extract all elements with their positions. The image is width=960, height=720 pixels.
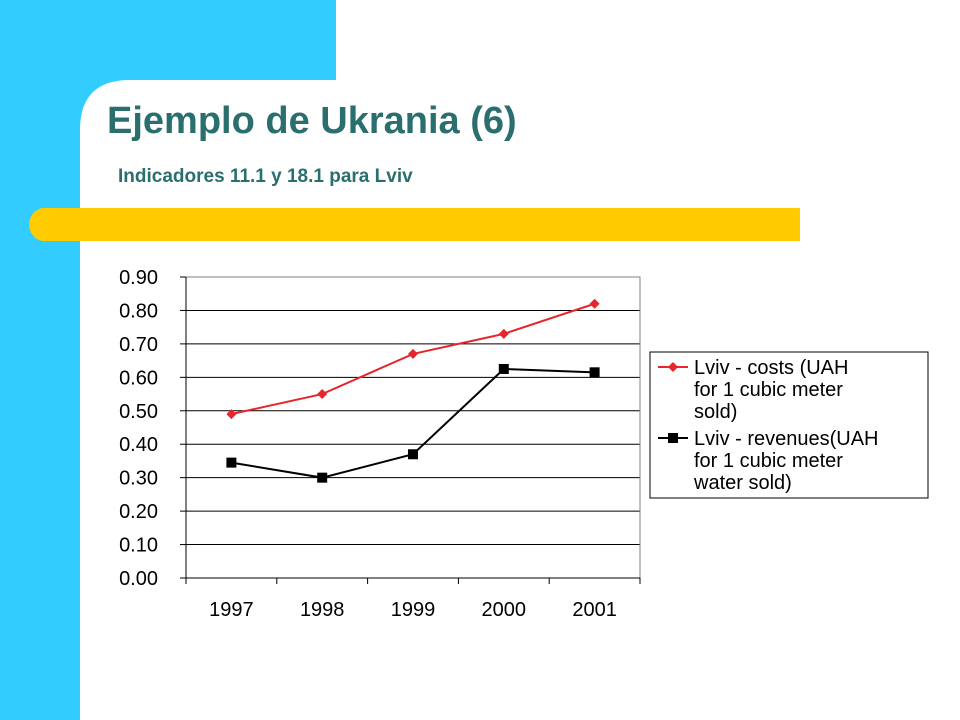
legend-label: water sold) [693,472,792,494]
left-bar [0,0,80,720]
y-tick-label: 0.80 [119,300,158,322]
legend-box [649,351,929,499]
x-tick-label: 1998 [300,599,345,621]
series-2 [226,363,600,483]
slide-subtitle: Indicadores 11.1 y 18.1 para Lviv [118,166,413,187]
series-1 [226,298,600,420]
series-layer [226,298,600,483]
banner-curve [80,0,336,130]
x-tick-label: 2001 [572,599,617,621]
legend-label: sold) [694,401,737,423]
data-point [589,298,600,309]
data-point [408,449,418,460]
data-point [589,367,600,378]
banner-cutout [80,80,336,130]
legend-marker [668,362,678,372]
x-tick-label: 1997 [209,599,254,621]
y-tick-label: 0.40 [119,434,158,456]
axis-layer: 0.00 0.10 0.20 0.30 0.40 0.50 0.60 0.70 0.80 0.90… [119,267,641,621]
y-tick-label: 0.30 [119,468,158,490]
series-line [231,367,595,479]
accent-bar [29,208,801,241]
data-point [317,389,328,400]
y-tick-label: 0.20 [119,501,158,523]
data-point [317,472,328,483]
legend-label: Lviv - costs (UAH [694,357,848,379]
data-point [498,363,509,374]
x-tick-label: 1999 [391,599,436,621]
slide-title: Ejemplo de Ukrania (6) [107,100,517,142]
legend-label: for 1 cubic meter [694,450,843,472]
x-tick-label: 2000 [482,599,527,621]
y-tick-label: 0.70 [119,334,158,356]
legend-marker [668,433,678,443]
series-line [231,302,595,416]
legend-label: Lviv - revenues(UAH [694,428,879,450]
legend-label: for 1 cubic meter [694,379,843,401]
data-point [498,328,509,339]
plot-area-border [185,276,641,579]
y-tick-label: 0.50 [119,401,158,423]
data-point [408,348,418,359]
y-tick-label: 0.10 [119,535,158,557]
grid-layer [186,276,640,546]
y-tick-label: 0.60 [119,367,158,389]
data-point [226,409,237,420]
y-tick-label: 0.90 [119,267,158,289]
y-tick-label: 0.00 [119,568,158,590]
data-point [226,457,237,468]
